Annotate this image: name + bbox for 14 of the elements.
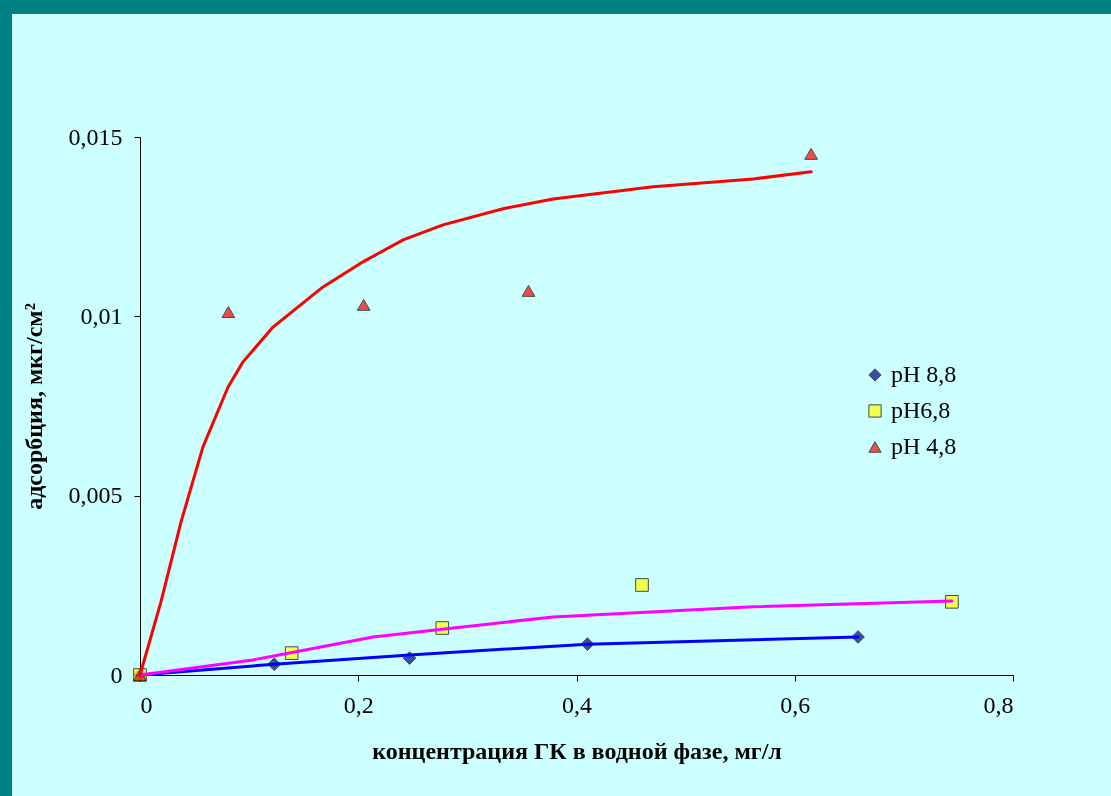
x-tick-label: 0 <box>140 691 153 718</box>
x-tick-label: 0,4 <box>562 691 592 718</box>
y-axis-title: адсорбция, мкг/см² <box>20 303 47 510</box>
x-axis-title: концентрация ГК в водной фазе, мг/л <box>372 737 782 764</box>
y-tick-label: 0,015 <box>68 123 123 150</box>
legend-label: pH 4,8 <box>891 432 957 459</box>
legend-label: pH 8,8 <box>891 360 957 387</box>
legend-label: pH6,8 <box>891 396 951 423</box>
y-tick-label: 0,005 <box>68 482 123 509</box>
x-tick-label: 0,8 <box>983 691 1014 718</box>
x-tick-label: 0,6 <box>780 691 811 718</box>
x-tick-label: 0,2 <box>343 691 374 718</box>
y-tick-label: 0 <box>110 661 123 688</box>
y-tick-label: 0,01 <box>80 302 123 329</box>
